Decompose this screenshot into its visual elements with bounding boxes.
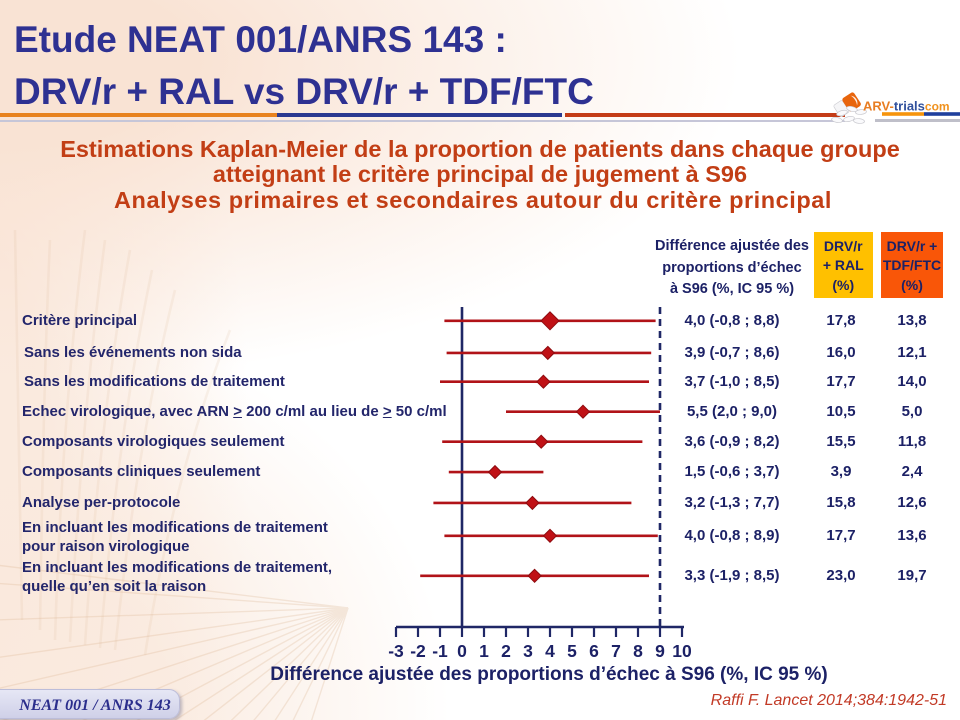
svg-text:ARV-trialscom: ARV-trialscom bbox=[863, 99, 950, 114]
